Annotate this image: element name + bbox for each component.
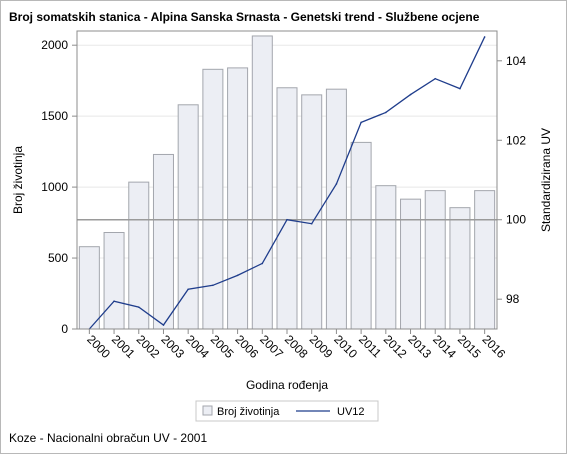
y-tick-label: 1000 [41, 180, 68, 194]
uv12-point-2012 [385, 111, 387, 114]
y-tick-label: 0 [61, 322, 68, 336]
uv12-point-2007 [261, 262, 264, 265]
bar-2012 [375, 185, 397, 330]
x-tick-label: 2000 [84, 332, 113, 361]
footnote: Koze - Nacionalni obračun UV - 2001 [9, 431, 208, 445]
x-tick-label: 2003 [158, 332, 187, 361]
legend-bar-swatch [202, 405, 213, 416]
y2-tick-label: 104 [506, 54, 526, 68]
bar-2008 [276, 87, 298, 330]
x-tick-label: 2015 [455, 332, 484, 361]
uv12-point-2011 [360, 121, 362, 124]
x-axis-label: Godina rođenja [246, 378, 328, 392]
bar-2007 [251, 35, 273, 330]
y2-tick-label: 102 [506, 133, 526, 147]
bar-2004 [177, 104, 199, 330]
bars [78, 35, 496, 330]
legend-box [195, 400, 379, 422]
y2-axis-label: Standardizirana UV [539, 128, 553, 232]
x-tick-label: 2001 [109, 332, 138, 361]
bar-2016 [474, 190, 496, 330]
uv12-point-2010 [335, 183, 338, 185]
x-tick-label: 2006 [232, 332, 261, 361]
x-tick-label: 2007 [257, 332, 286, 361]
bar-2003 [152, 153, 174, 330]
x-tick-label: 2016 [480, 332, 509, 361]
uv12-point-2013 [409, 93, 412, 96]
uv12-point-2008 [286, 218, 288, 221]
x-tick-label: 2002 [134, 332, 163, 361]
x-tick-label: 2009 [307, 332, 336, 361]
uv12-point-2004 [187, 288, 189, 291]
x-tick-label: 2005 [208, 332, 237, 361]
uv12-point-2006 [236, 274, 239, 277]
bar-2015 [449, 207, 471, 330]
x-tick-label: 2008 [282, 332, 311, 361]
uv12-point-2005 [212, 284, 214, 287]
bar-2013 [400, 198, 422, 330]
bar-2000 [78, 246, 100, 330]
uv12-point-2003 [162, 324, 165, 326]
x-tick-label: 2004 [183, 332, 212, 361]
x-tick-label: 2010 [331, 332, 360, 361]
legend-bar-label: Broj životinja [217, 406, 280, 418]
x-tick-label: 2014 [430, 332, 459, 361]
uv12-point-2016 [483, 36, 486, 38]
x-tick-label: 2011 [356, 332, 384, 360]
uv12-point-2014 [434, 77, 437, 80]
uv12-point-2001 [113, 300, 115, 302]
uv12-point-2002 [137, 306, 140, 308]
y-axis-label: Broj životinja [11, 146, 25, 214]
x-tick-label: 2013 [405, 332, 434, 361]
y-tick-label: 2000 [41, 38, 68, 52]
x-tick-label: 2012 [381, 332, 410, 361]
y-tick-label: 1500 [41, 109, 68, 123]
bar-2001 [103, 232, 125, 330]
bar-2005 [202, 68, 224, 330]
bar-2014 [424, 190, 446, 330]
y-tick-label: 500 [48, 251, 68, 265]
bar-2006 [227, 67, 249, 330]
bar-2010 [325, 88, 347, 330]
chart-title: Broj somatskih stanica - Alpina Sanska S… [9, 10, 480, 24]
legend-line-label: UV12 [337, 406, 365, 418]
legend: Broj životinja UV12 [195, 400, 379, 422]
uv12-point-2015 [459, 87, 461, 90]
bar-2011 [350, 141, 372, 330]
y2-tick-label: 98 [506, 292, 520, 306]
y2-tick-label: 100 [506, 213, 526, 227]
uv12-point-2009 [310, 222, 313, 225]
